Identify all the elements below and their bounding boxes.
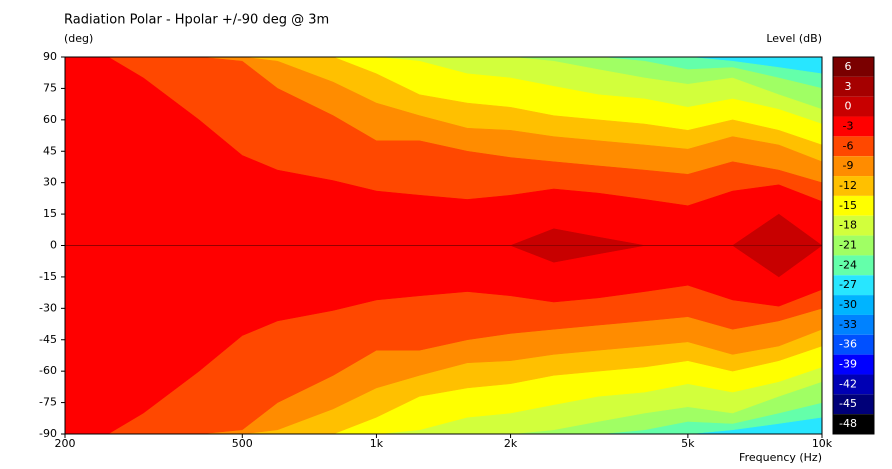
colorbar-label: -12 <box>839 179 857 192</box>
y-tick-label: 45 <box>43 144 57 157</box>
y-tick-label: -30 <box>39 301 57 314</box>
colorbar-box <box>833 176 874 196</box>
y-tick-label: 15 <box>43 207 57 220</box>
colorbar-box <box>833 394 874 415</box>
x-tick-label: 10k <box>812 437 833 450</box>
x-tick-label: 2k <box>504 437 518 450</box>
colorbar-box <box>833 295 874 315</box>
y-tick-label: -60 <box>39 364 57 377</box>
colorbar-label: -21 <box>839 239 857 252</box>
colorbar-box <box>833 414 874 434</box>
x-tick-label: 500 <box>232 437 253 450</box>
colorbar-label: -24 <box>839 258 857 271</box>
colorbar-label: 6 <box>845 60 852 73</box>
colorbar-label: -6 <box>843 139 854 152</box>
colorbar-label: -36 <box>839 338 857 351</box>
colorbar-box <box>833 195 874 216</box>
y-tick-label: 75 <box>43 81 57 94</box>
contour-band-upper <box>65 57 822 246</box>
y-tick-label: -45 <box>39 333 57 346</box>
colorbar-label: -30 <box>839 298 857 311</box>
colorbar-label: -15 <box>839 199 857 212</box>
colorbar-label: 0 <box>845 100 852 113</box>
colorbar-box <box>833 57 874 77</box>
colorbar-label: Level (dB) <box>766 32 822 45</box>
colorbar-label: -48 <box>839 417 857 430</box>
colorbar-box <box>833 116 874 137</box>
colorbar-box <box>833 354 874 375</box>
colorbar-label: 3 <box>845 80 852 93</box>
chart-title: Radiation Polar - Hpolar +/-90 deg @ 3m <box>64 13 329 28</box>
y-tick-label: -15 <box>39 270 57 283</box>
contour-band-lower <box>65 245 822 434</box>
colorbar-label: -27 <box>839 278 857 291</box>
colorbar-box <box>833 255 874 276</box>
y-tick-label: -90 <box>39 427 57 440</box>
colorbar-box <box>833 334 874 355</box>
colorbar-box <box>833 76 874 97</box>
x-tick-label: 200 <box>55 437 76 450</box>
colorbar-label: -18 <box>839 219 857 232</box>
colorbar-label: -42 <box>839 377 857 390</box>
colorbar-box <box>833 314 874 335</box>
colorbar-box <box>833 275 874 296</box>
x-tick-label: 1k <box>370 437 384 450</box>
y-tick-label: -75 <box>39 396 57 409</box>
colorbar-label: -33 <box>839 318 857 331</box>
colorbar-box <box>833 96 874 117</box>
y-axis-label: (deg) <box>64 32 93 45</box>
colorbar-box <box>833 136 874 157</box>
colorbar-box <box>833 374 874 395</box>
x-tick-label: 5k <box>681 437 695 450</box>
y-tick-label: 30 <box>43 176 57 189</box>
colorbar-box <box>833 235 874 256</box>
colorbar-box <box>833 215 874 236</box>
colorbar-label: -9 <box>843 159 854 172</box>
colorbar-box <box>833 156 874 177</box>
colorbar-label: -39 <box>839 358 857 371</box>
colorbar-label: -45 <box>839 397 857 410</box>
colorbar-label: -3 <box>843 119 854 132</box>
y-tick-label: 90 <box>43 50 57 63</box>
plot-area <box>65 57 822 434</box>
y-tick-label: 0 <box>50 239 57 252</box>
y-tick-label: 60 <box>43 113 57 126</box>
colorbar-frame <box>832 56 875 435</box>
x-axis-label: Frequency (Hz) <box>739 451 822 464</box>
